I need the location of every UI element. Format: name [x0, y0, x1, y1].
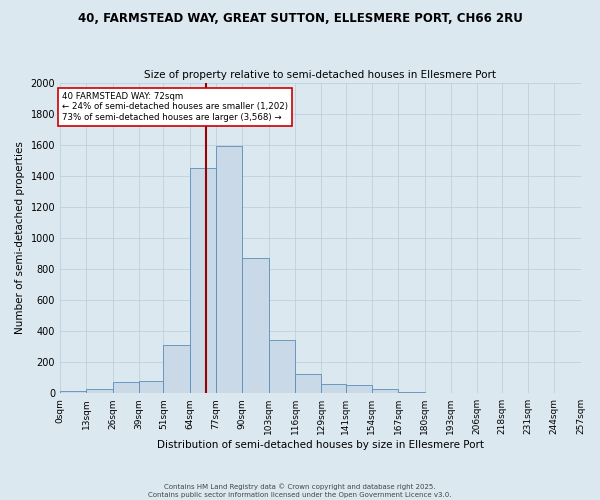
Bar — [113, 382, 139, 393]
Bar — [216, 146, 242, 393]
Text: 40 FARMSTEAD WAY: 72sqm
← 24% of semi-detached houses are smaller (1,202)
73% of: 40 FARMSTEAD WAY: 72sqm ← 24% of semi-de… — [62, 92, 288, 122]
Bar — [269, 340, 295, 393]
Bar — [163, 345, 190, 393]
Bar — [242, 258, 269, 393]
X-axis label: Distribution of semi-detached houses by size in Ellesmere Port: Distribution of semi-detached houses by … — [157, 440, 484, 450]
Bar — [295, 374, 321, 393]
Bar — [86, 388, 113, 393]
Text: 40, FARMSTEAD WAY, GREAT SUTTON, ELLESMERE PORT, CH66 2RU: 40, FARMSTEAD WAY, GREAT SUTTON, ELLESME… — [77, 12, 523, 26]
Bar — [372, 390, 398, 393]
Title: Size of property relative to semi-detached houses in Ellesmere Port: Size of property relative to semi-detach… — [144, 70, 496, 81]
Y-axis label: Number of semi-detached properties: Number of semi-detached properties — [15, 142, 25, 334]
Bar — [398, 392, 425, 393]
Bar — [346, 386, 372, 393]
Bar — [321, 384, 346, 393]
Bar — [139, 381, 163, 393]
Bar — [60, 391, 86, 393]
Text: Contains HM Land Registry data © Crown copyright and database right 2025.
Contai: Contains HM Land Registry data © Crown c… — [148, 483, 452, 498]
Bar — [190, 168, 216, 393]
